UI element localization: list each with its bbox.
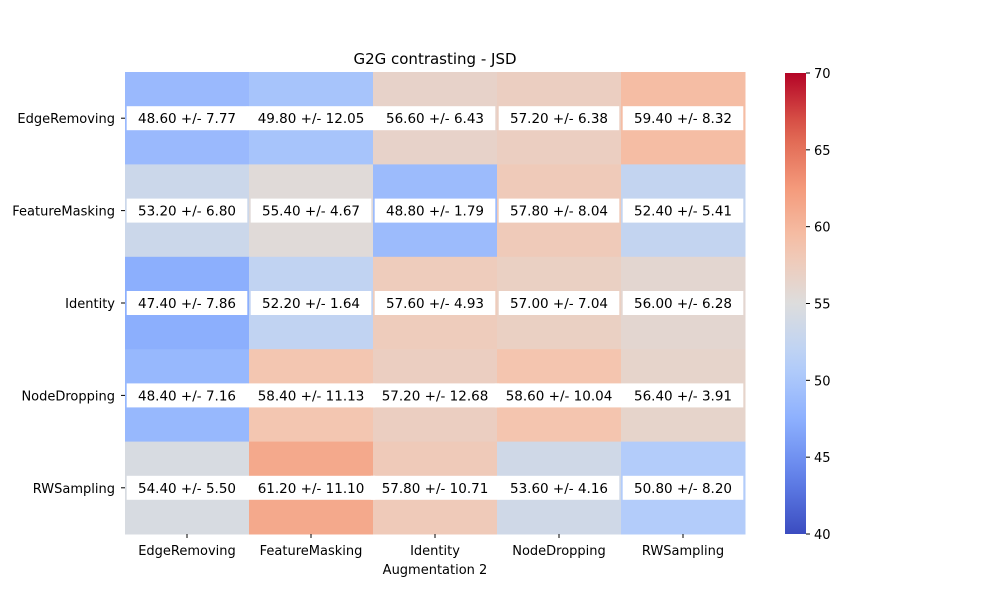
cell-label-box-r4-c4 <box>622 475 744 500</box>
cell-label-box-r0-c0 <box>126 106 248 131</box>
x-tick-label: NodeDropping <box>512 544 606 559</box>
colorbar-tick-label: 55 <box>814 298 831 313</box>
cell-label-r2-c4: 56.00 +/- 6.28 <box>634 296 732 312</box>
cell-label-r3-c0: 48.40 +/- 7.16 <box>138 388 236 404</box>
cell-label-box-r3-c1 <box>246 383 376 408</box>
cell-label-box-r3-c0 <box>126 383 248 408</box>
cell-label-r0-c2: 56.60 +/- 6.43 <box>386 111 484 127</box>
colorbar-ticks: 40 45 50 55 60 65 70 <box>806 67 831 543</box>
cell-label-box-r2-c3 <box>498 291 620 315</box>
cell-label-r3-c1: 58.40 +/- 11.13 <box>258 388 365 404</box>
cell-label-r0-c3: 57.20 +/- 6.38 <box>510 111 608 127</box>
cell-label-box-r3-c4 <box>622 383 744 408</box>
x-axis-ticks: EdgeRemoving FeatureMasking Identity NodeDr… <box>138 534 724 559</box>
cell-label-box-r1-c4 <box>622 198 744 223</box>
y-axis-ticks: EdgeRemoving FeatureMasking Identity NodeDr… <box>12 112 125 497</box>
cell-label-r1-c4: 52.40 +/- 5.41 <box>634 204 732 220</box>
cell-label-r1-c1: 55.40 +/- 4.67 <box>262 204 360 220</box>
cell-label-box-r3-c2 <box>370 383 500 408</box>
colorbar-tick-label: 70 <box>814 67 831 82</box>
cell-label-box-r0-c3 <box>498 106 620 131</box>
cell-label-r0-c4: 59.40 +/- 8.32 <box>634 111 732 127</box>
cell-label-r3-c2: 57.20 +/- 12.68 <box>382 388 489 404</box>
x-tick-label: RWSampling <box>642 544 724 559</box>
cell-label-r4-c4: 50.80 +/- 8.20 <box>634 481 732 497</box>
cell-label-r3-c4: 56.40 +/- 3.91 <box>634 388 732 404</box>
x-tick-label: EdgeRemoving <box>138 544 236 559</box>
cell-label-r4-c3: 53.60 +/- 4.16 <box>510 481 608 497</box>
cell-label-box-r2-c0 <box>126 291 248 315</box>
cell-label-box-r1-c0 <box>126 198 248 223</box>
cell-label-box-r1-c1 <box>250 198 372 223</box>
cell-label-box-r0-c4 <box>622 106 744 131</box>
colorbar-tick-label: 50 <box>814 374 831 389</box>
cell-label-r1-c0: 53.20 +/- 6.80 <box>138 204 236 220</box>
y-tick-label: Identity <box>65 297 115 312</box>
heatmap-annotations: 48.60 +/- 7.77 49.80 +/- 12.05 56.60 +/- 6… <box>126 106 744 500</box>
cell-label-r4-c1: 61.20 +/- 11.10 <box>258 481 365 497</box>
colorbar-tick-label: 60 <box>814 221 831 236</box>
cell-label-box-r4-c2 <box>370 475 500 500</box>
cell-label-r4-c0: 54.40 +/- 5.50 <box>138 481 236 497</box>
cell-label-box-r2-c1 <box>250 291 372 315</box>
x-tick-label: FeatureMasking <box>260 544 363 559</box>
cell-label-box-r2-c2 <box>374 291 496 315</box>
cell-label-box-r1-c3 <box>498 198 620 223</box>
cell-label-box-r3-c3 <box>494 383 624 408</box>
cell-label-r2-c0: 47.40 +/- 7.86 <box>138 296 236 312</box>
cell-label-r2-c2: 57.60 +/- 4.93 <box>386 296 484 312</box>
cell-label-box-r4-c1 <box>246 475 376 500</box>
cell-label-box-r0-c1 <box>246 106 376 131</box>
x-tick-label: Identity <box>410 544 460 559</box>
colorbar-tick-label: 65 <box>814 144 831 159</box>
cell-label-box-r2-c4 <box>622 291 744 315</box>
cell-label-r0-c0: 48.60 +/- 7.77 <box>138 111 236 127</box>
cell-label-r1-c2: 48.80 +/- 1.79 <box>386 204 484 220</box>
y-tick-label: NodeDropping <box>21 389 115 404</box>
cell-label-box-r1-c2 <box>374 198 496 223</box>
cell-label-r3-c3: 58.60 +/- 10.04 <box>506 388 613 404</box>
cell-label-box-r0-c2 <box>374 106 496 131</box>
chart-title: G2G contrasting - JSD <box>353 50 516 68</box>
colorbar <box>785 73 806 534</box>
cell-label-r0-c1: 49.80 +/- 12.05 <box>258 111 365 127</box>
y-tick-label: RWSampling <box>33 482 115 497</box>
y-tick-label: FeatureMasking <box>12 205 115 220</box>
cell-label-r2-c3: 57.00 +/- 7.04 <box>510 296 608 312</box>
cell-label-r4-c2: 57.80 +/- 10.71 <box>382 481 489 497</box>
cell-label-r1-c3: 57.80 +/- 8.04 <box>510 204 608 220</box>
y-tick-label: EdgeRemoving <box>17 112 115 127</box>
colorbar-tick-label: 40 <box>814 528 831 543</box>
cell-label-r2-c1: 52.20 +/- 1.64 <box>262 296 360 312</box>
x-axis-label: Augmentation 2 <box>383 563 488 578</box>
cell-label-box-r4-c3 <box>498 475 620 500</box>
colorbar-tick-label: 45 <box>814 451 831 466</box>
cell-label-box-r4-c0 <box>126 475 248 500</box>
